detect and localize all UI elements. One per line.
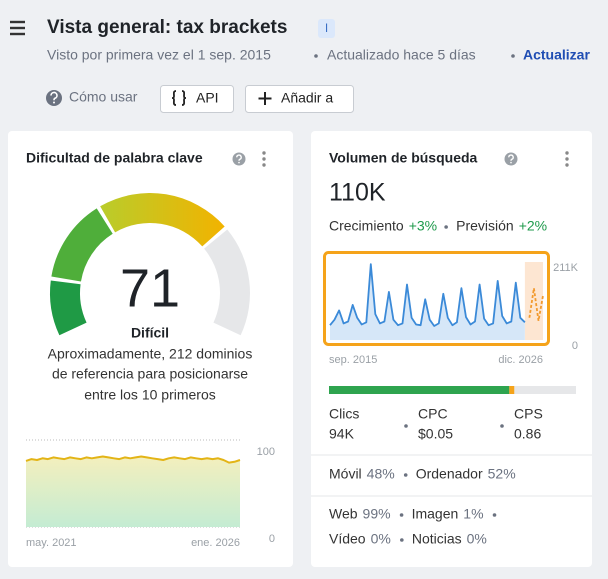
api-button[interactable]: API (160, 85, 234, 113)
difficulty-score: 71 (120, 258, 180, 318)
stat-label: CPC (418, 406, 448, 422)
more-menu[interactable] (565, 151, 569, 167)
metric-value: 48% (367, 466, 395, 482)
page-title: Vista general: tax brackets (47, 17, 287, 38)
metric-value: 0% (467, 531, 487, 547)
forecast-label: Previsión (456, 218, 514, 234)
x-tick-label: may. 2021 (26, 537, 77, 549)
how-to-label: Cómo usar (69, 89, 138, 105)
separator (314, 54, 318, 58)
separator (403, 473, 408, 477)
metric-value: 0% (371, 531, 391, 547)
x-tick-label: dic. 2026 (498, 354, 543, 366)
y-tick-label: 100 (257, 446, 275, 458)
update-link[interactable]: Actualizar (523, 47, 590, 63)
info-icon[interactable] (504, 152, 518, 166)
updated: Actualizado hace 5 días (327, 47, 476, 63)
forecast-value: +2% (519, 218, 547, 234)
metric-label: Móvil (329, 466, 362, 482)
separator (500, 424, 504, 428)
difficulty-description: entre los 10 primeros (84, 387, 216, 403)
stat-label: Clics (329, 406, 359, 422)
difficulty-level: Difícil (131, 325, 169, 341)
add-label: Añadir a (281, 90, 333, 106)
how-to-link[interactable]: Cómo usar (46, 89, 138, 106)
separator (511, 54, 515, 58)
chart-highlight (323, 251, 550, 346)
metric-value: 1% (463, 506, 483, 522)
growth-label: Crecimiento (329, 218, 404, 234)
x-tick-label: sep. 2015 (329, 354, 377, 366)
card-title: Dificultad de palabra clave (26, 150, 203, 166)
split-bar-segment (329, 386, 510, 394)
volume-card (311, 131, 592, 567)
growth-value: +3% (409, 218, 437, 234)
metric-label: Vídeo (329, 531, 366, 547)
y-tick-label: 0 (572, 340, 578, 352)
metric-label: Noticias (412, 531, 462, 547)
y-tick-label: 0 (269, 533, 275, 545)
x-tick-label: ene. 2026 (191, 537, 240, 549)
stat-value: 0.86 (514, 426, 541, 442)
metric-label: Web (329, 506, 358, 522)
y-tick-label: 211K (553, 262, 579, 274)
metric-label: Ordenador (416, 466, 483, 482)
separator (492, 513, 497, 517)
gauge-fill (50, 280, 87, 336)
split-bar-segment (509, 386, 515, 394)
metric-value: 52% (488, 466, 516, 482)
separator (444, 225, 448, 229)
first-seen: Visto por primera vez el 1 sep. 2015 (47, 47, 271, 63)
forecast-line (528, 288, 544, 321)
add-button[interactable]: Añadir a (245, 85, 354, 113)
difficulty-description: de referencia para posicionarse (52, 366, 248, 382)
difficulty-description: Aproximadamente, 212 dominios (48, 346, 253, 362)
separator (399, 513, 404, 517)
menu-button[interactable] (10, 20, 25, 36)
intent-badge (318, 19, 335, 38)
stat-value: 94K (329, 426, 355, 442)
more-menu[interactable] (262, 151, 266, 167)
gauge-remainder (204, 229, 250, 336)
line (25, 455, 241, 464)
metric-value: 99% (363, 506, 391, 522)
metric-label: Imagen (412, 506, 459, 522)
card-title: Volumen de búsqueda (329, 150, 478, 166)
stat-value: $0.05 (418, 426, 453, 442)
gauge-fill (51, 208, 113, 282)
area (26, 456, 240, 527)
stat-label: CPS (514, 406, 543, 422)
line (329, 263, 526, 327)
info-icon[interactable] (232, 152, 246, 166)
separator (400, 538, 404, 542)
separator (404, 424, 408, 428)
intent-badge-label: I (325, 21, 328, 35)
search-volume: 110K (329, 179, 386, 207)
gauge-fill (100, 192, 225, 247)
api-label: API (196, 90, 219, 106)
forecast-region (524, 262, 543, 340)
